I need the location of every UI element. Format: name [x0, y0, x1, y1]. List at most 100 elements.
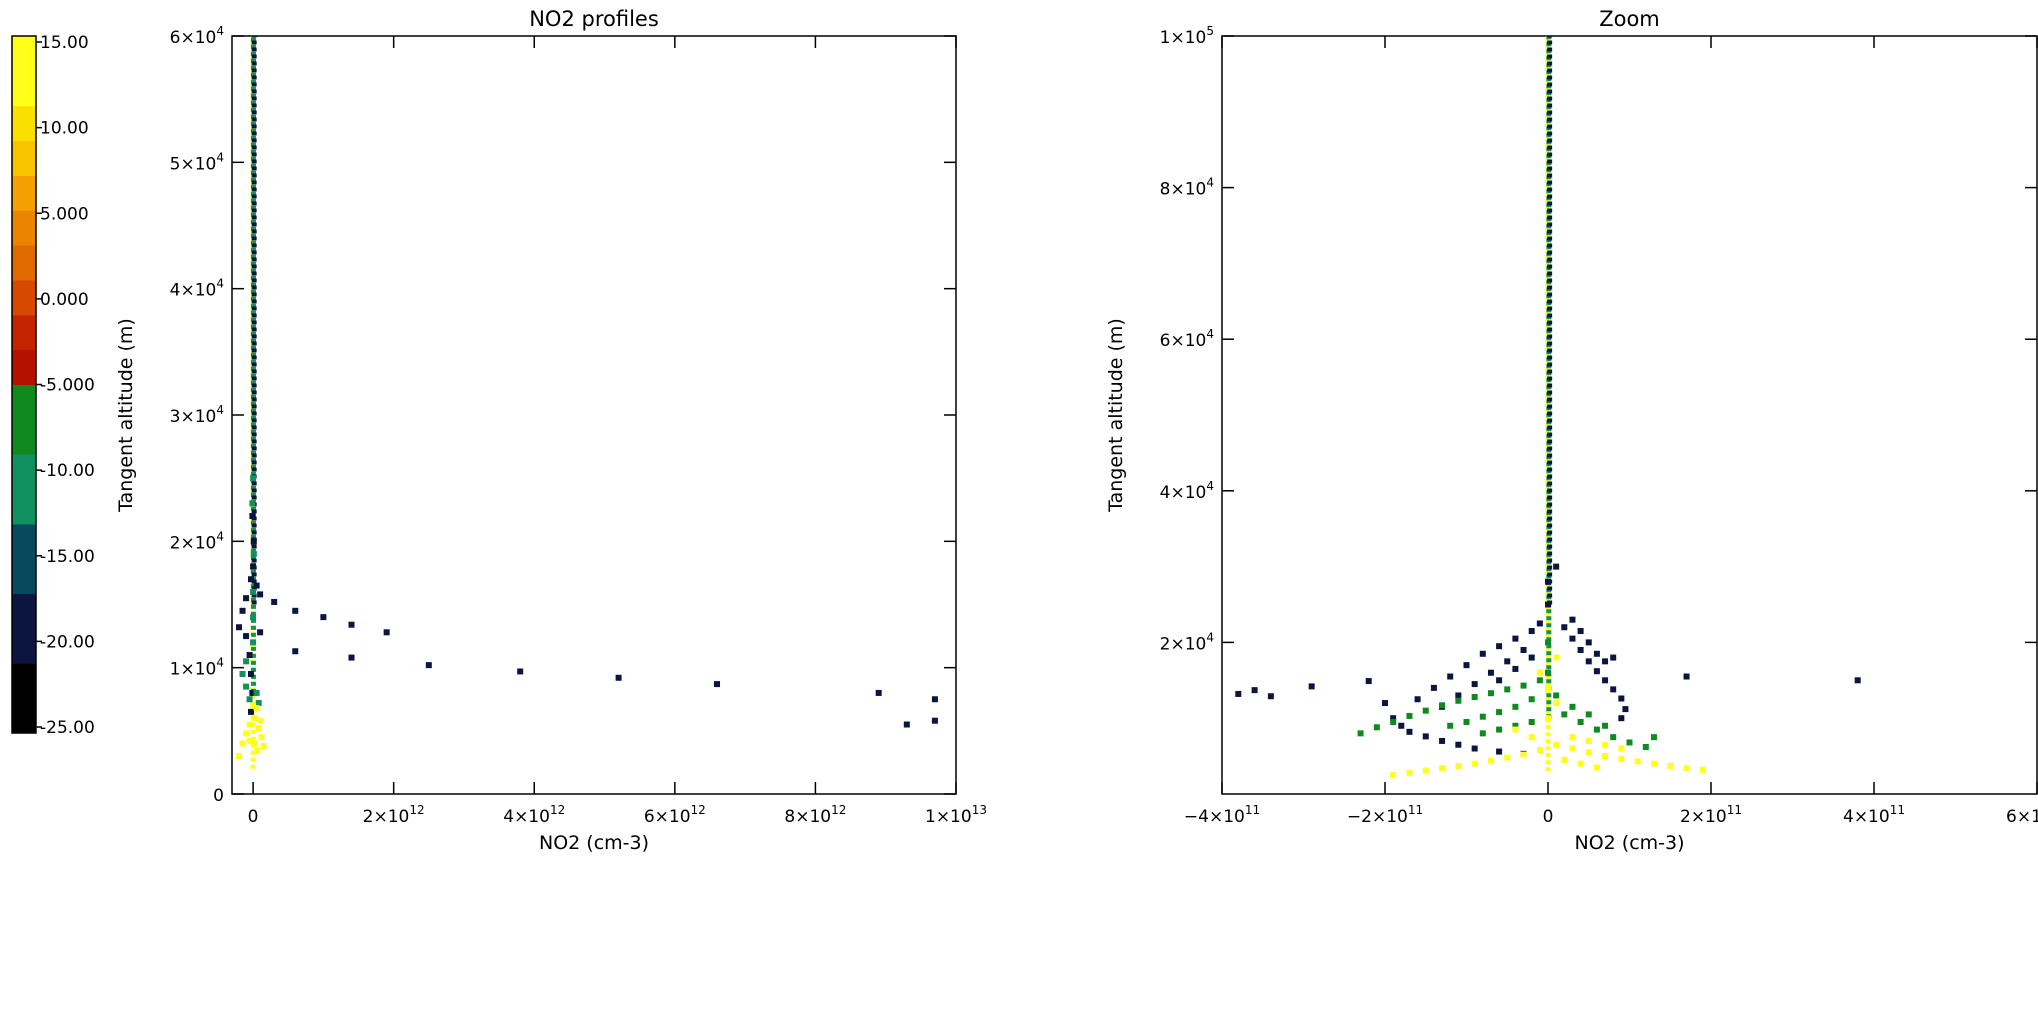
data-point: [249, 513, 256, 520]
colorbar-band: [12, 663, 36, 699]
data-point: [1536, 620, 1543, 627]
plot-title: NO2 profiles: [529, 7, 659, 31]
data-point: [255, 700, 262, 707]
data-point: [1577, 628, 1584, 635]
x-tick-label: 0: [1543, 807, 1554, 827]
colorbar-label: -5.000: [40, 376, 95, 396]
y-tick-label: 3×104: [170, 403, 224, 427]
plot-data: [1235, 36, 1861, 779]
data-point: [1463, 718, 1470, 725]
data-point: [1585, 749, 1592, 756]
y-tick-label: 2×104: [1160, 630, 1214, 654]
data-point: [1463, 662, 1470, 669]
data-point: [1439, 737, 1446, 744]
data-point: [1512, 722, 1519, 729]
data-point: [1504, 658, 1511, 665]
data-point: [931, 696, 938, 703]
data-point: [1390, 772, 1397, 779]
data-point: [1553, 563, 1560, 570]
data-point: [1561, 711, 1568, 718]
data-point: [249, 500, 256, 507]
data-point: [1602, 741, 1609, 748]
x-tick-label: 8×1012: [784, 803, 846, 827]
x-tick-label: 6×1012: [644, 803, 706, 827]
data-point: [1634, 758, 1641, 765]
data-point: [1373, 724, 1380, 731]
data-point: [1504, 686, 1511, 693]
data-point: [250, 702, 257, 709]
data-point: [1520, 682, 1527, 689]
data-point: [1455, 697, 1462, 704]
data-point: [246, 696, 253, 703]
colorbar-label: 0.000: [40, 290, 89, 310]
x-axis-title: NO2 (cm-3): [1574, 832, 1684, 854]
data-point: [1602, 658, 1609, 665]
data-point: [1577, 760, 1584, 767]
data-point: [1406, 712, 1413, 719]
data-point: [246, 652, 253, 659]
data-point: [253, 705, 260, 712]
data-point: [1569, 616, 1576, 623]
data-point: [1553, 741, 1560, 748]
data-point: [251, 740, 258, 747]
data-point: [1487, 669, 1494, 676]
data-point: [246, 721, 253, 728]
data-point: [1545, 669, 1551, 676]
data-point: [1569, 734, 1576, 741]
data-point: [292, 607, 299, 614]
data-point: [1414, 696, 1421, 703]
data-point: [258, 734, 265, 741]
data-point: [247, 576, 254, 583]
y-tick-label: 1×105: [1160, 24, 1214, 48]
plot-frame: [1221, 35, 2038, 795]
data-point: [1512, 703, 1519, 710]
data-point: [1626, 739, 1633, 746]
data-point: [243, 595, 250, 602]
x-tick-label: 2×1012: [363, 803, 425, 827]
y-tick-label: 6×104: [1160, 327, 1214, 351]
data-point: [236, 624, 243, 631]
data-point: [1308, 683, 1315, 690]
data-point: [1390, 715, 1397, 722]
y-tick-label: 8×104: [1160, 176, 1214, 200]
data-point: [1610, 686, 1617, 693]
colorbar-label: 5.000: [40, 204, 89, 224]
colorbar-label: -15.00: [40, 547, 95, 567]
data-point: [1569, 635, 1576, 642]
data-point: [1267, 693, 1274, 700]
data-point: [1593, 668, 1600, 675]
data-point: [243, 633, 250, 640]
data-point: [1496, 726, 1503, 733]
colorbar-band: [12, 698, 36, 734]
data-point: [1545, 601, 1551, 608]
data-point: [1471, 745, 1478, 752]
data-point: [243, 730, 250, 737]
data-point: [1439, 702, 1446, 709]
data-point: [1593, 726, 1600, 733]
data-point: [1430, 684, 1437, 691]
data-point: [1650, 734, 1657, 741]
data-point: [1577, 646, 1584, 653]
y-tick-label: 5×104: [170, 150, 224, 174]
chart-no2-profiles: NO2 profiles NO2 (cm-3) Tangent altitude (…: [115, 7, 987, 854]
data-point: [1422, 733, 1429, 740]
x-tick-label: −4×1011: [1184, 803, 1260, 827]
colorbar-band: [12, 489, 36, 525]
data-point: [1545, 578, 1551, 585]
data-point: [1585, 658, 1592, 665]
data-point: [249, 689, 256, 696]
y-tick-label: 6×104: [170, 24, 224, 48]
data-point: [239, 670, 246, 677]
data-point: [903, 721, 910, 728]
data-point: [1553, 692, 1560, 699]
plot-title: Zoom: [1599, 7, 1660, 31]
data-point: [615, 674, 622, 681]
data-point: [1365, 678, 1372, 685]
y-axis-title: Tangent altitude (m): [1105, 318, 1127, 513]
data-point: [1545, 684, 1551, 691]
y-tick-label: 4×104: [1160, 479, 1214, 503]
data-point: [253, 689, 260, 696]
data-point: [250, 639, 257, 646]
data-point: [1471, 693, 1478, 700]
data-point: [271, 598, 278, 605]
